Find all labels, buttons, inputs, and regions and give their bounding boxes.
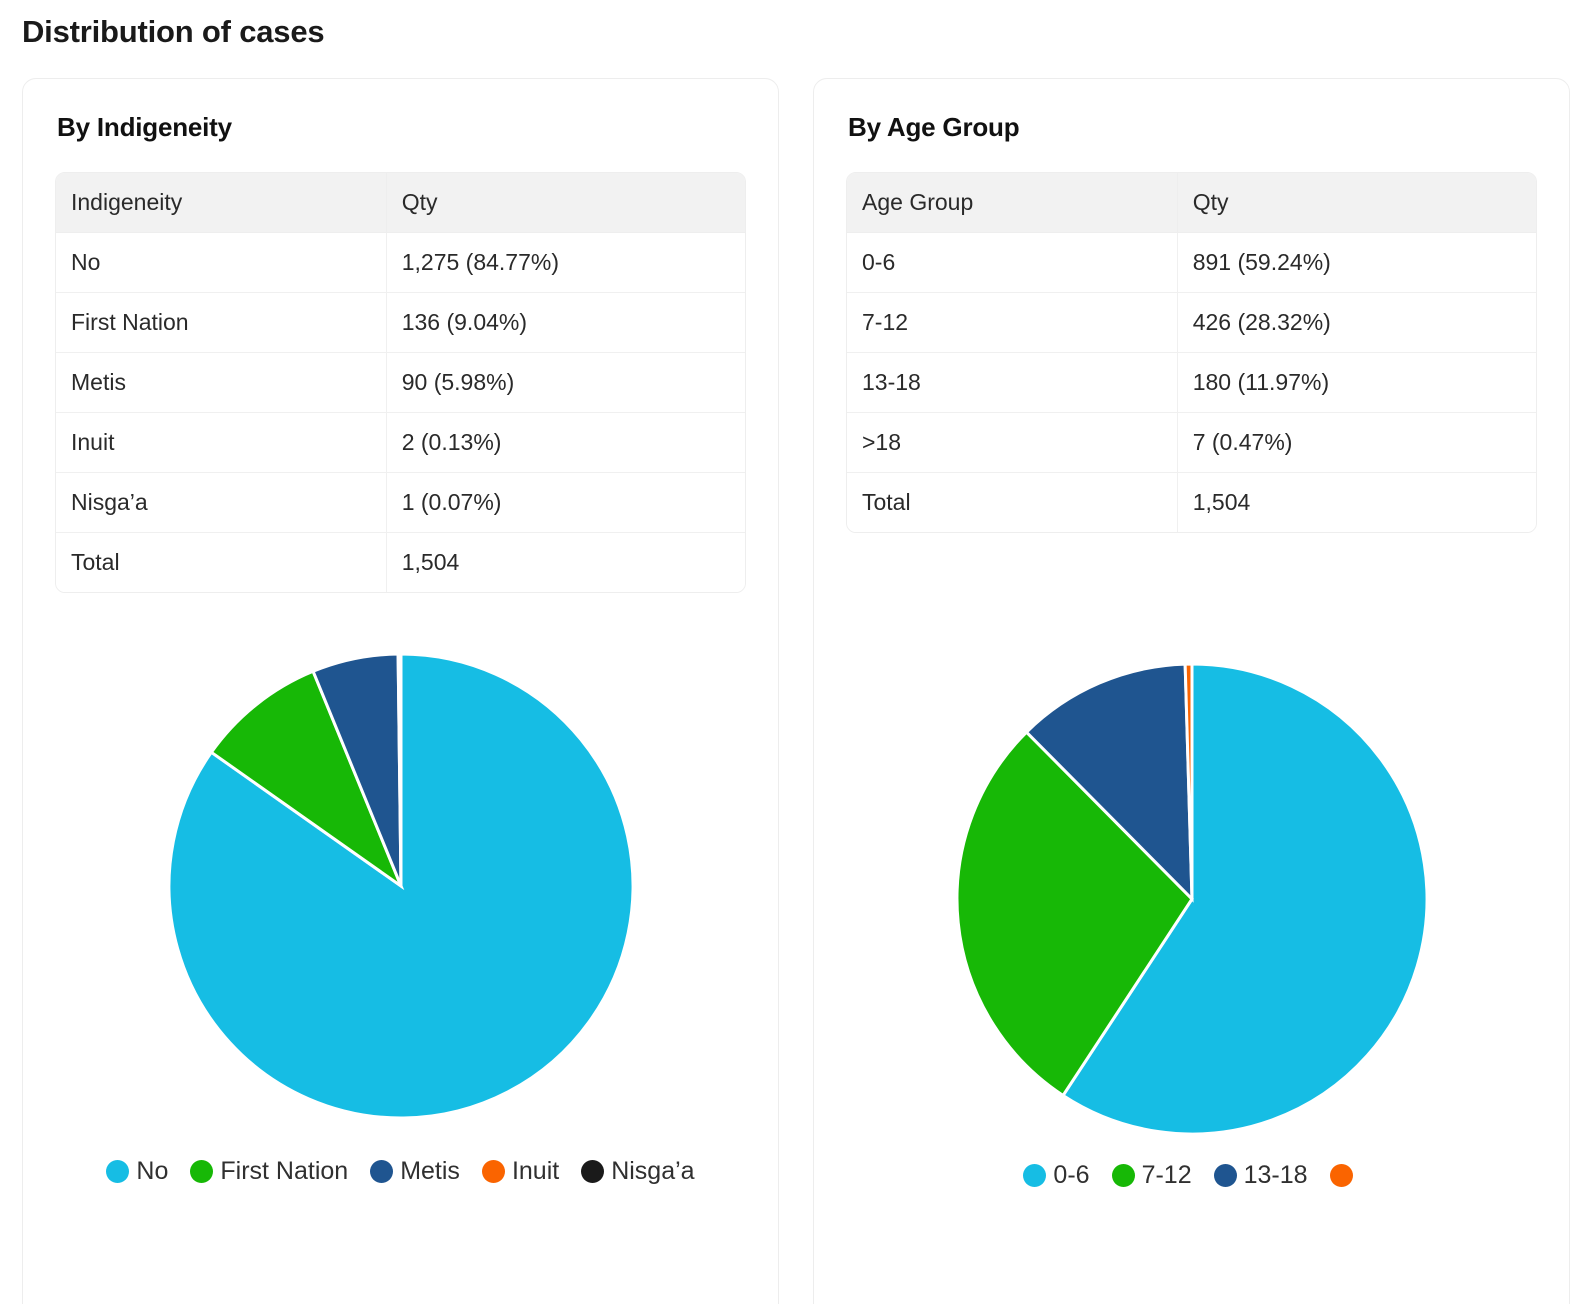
cell-qty: 1,275 (84.77%) bbox=[386, 233, 745, 293]
indigeneity-table-head: Indigeneity Qty bbox=[56, 173, 745, 233]
legend-item[interactable]: First Nation bbox=[190, 1157, 348, 1186]
column-header-qty: Qty bbox=[386, 173, 745, 233]
legend-swatch-icon bbox=[1213, 1164, 1237, 1187]
cell-category: Total bbox=[56, 533, 387, 592]
legend-label: Metis bbox=[400, 1157, 460, 1185]
table-row-total: Total 1,504 bbox=[56, 533, 745, 592]
indigeneity-table-body: No 1,275 (84.77%) First Nation 136 (9.04… bbox=[56, 233, 745, 592]
legend-item[interactable] bbox=[1329, 1164, 1360, 1187]
legend-swatch-icon bbox=[481, 1160, 505, 1183]
card-title-indigeneity: By Indigeneity bbox=[57, 112, 232, 142]
table-row-total: Total 1,504 bbox=[847, 473, 1536, 532]
cell-qty: 891 (59.24%) bbox=[1177, 233, 1536, 293]
legend-label: 7-12 bbox=[1141, 1161, 1192, 1189]
legend-item[interactable]: Inuit bbox=[481, 1157, 560, 1186]
cell-category: Nisga’a bbox=[56, 473, 387, 533]
card-by-indigeneity: By Indigeneity Indigeneity Qty No 1,275 … bbox=[22, 78, 779, 1304]
legend-label: Nisga’a bbox=[611, 1157, 695, 1185]
legend-swatch-icon bbox=[370, 1160, 394, 1183]
table-row: 13-18 180 (11.97%) bbox=[847, 353, 1536, 413]
indigeneity-chart-area: No First Nation Metis Inuit Nisga’a bbox=[55, 651, 746, 1186]
cell-category: Total bbox=[847, 473, 1178, 532]
cell-category: 0-6 bbox=[847, 233, 1178, 293]
table-row: First Nation 136 (9.04%) bbox=[56, 293, 745, 353]
legend-label: 13-18 bbox=[1243, 1161, 1308, 1189]
legend-label: 0-6 bbox=[1053, 1161, 1090, 1189]
cell-qty: 136 (9.04%) bbox=[386, 293, 745, 353]
table-row: Metis 90 (5.98%) bbox=[56, 353, 745, 413]
cell-qty: 2 (0.13%) bbox=[386, 413, 745, 473]
table-header-row: Indigeneity Qty bbox=[56, 173, 745, 233]
card-title-age-group: By Age Group bbox=[848, 112, 1020, 142]
cell-qty: 1,504 bbox=[386, 533, 745, 592]
cell-category: First Nation bbox=[56, 293, 387, 353]
legend-indigeneity: No First Nation Metis Inuit Nisga’a bbox=[55, 1157, 746, 1186]
legend-item[interactable]: 13-18 bbox=[1213, 1161, 1308, 1190]
pie-chart-age-group[interactable] bbox=[954, 661, 1430, 1137]
cell-category: 13-18 bbox=[847, 353, 1178, 413]
age-group-pie-wrap bbox=[846, 661, 1537, 1137]
legend-swatch-icon bbox=[190, 1160, 214, 1183]
legend-age-group: 0-6 7-12 13-18 bbox=[846, 1161, 1537, 1190]
age-group-table: Age Group Qty 0-6 891 (59.24%) 7-12 426 … bbox=[846, 172, 1537, 533]
legend-item[interactable]: Metis bbox=[370, 1157, 460, 1186]
indigeneity-pie-wrap bbox=[55, 651, 746, 1121]
table-row: Inuit 2 (0.13%) bbox=[56, 413, 745, 473]
pie-slice-nisga-a[interactable] bbox=[398, 652, 402, 887]
legend-item[interactable]: 7-12 bbox=[1111, 1161, 1192, 1190]
legend-swatch-icon bbox=[106, 1160, 130, 1183]
cell-category: Inuit bbox=[56, 413, 387, 473]
page-title: Distribution of cases bbox=[22, 14, 325, 49]
pie-slice--18[interactable] bbox=[1183, 662, 1193, 900]
cell-category: Metis bbox=[56, 353, 387, 413]
legend-label: No bbox=[136, 1157, 169, 1185]
legend-swatch-icon bbox=[1023, 1164, 1047, 1187]
column-header-indigeneity: Indigeneity bbox=[56, 173, 387, 233]
legend-label: First Nation bbox=[220, 1157, 349, 1185]
pie-chart-indigeneity[interactable] bbox=[166, 651, 636, 1121]
cell-category: No bbox=[56, 233, 387, 293]
table-row: 0-6 891 (59.24%) bbox=[847, 233, 1536, 293]
cards-container: By Indigeneity Indigeneity Qty No 1,275 … bbox=[22, 78, 1570, 1304]
age-group-chart-area: 0-6 7-12 13-18 bbox=[846, 661, 1537, 1190]
cell-qty: 90 (5.98%) bbox=[386, 353, 745, 413]
table-row: No 1,275 (84.77%) bbox=[56, 233, 745, 293]
age-group-table-head: Age Group Qty bbox=[847, 173, 1536, 233]
cell-qty: 1,504 bbox=[1177, 473, 1536, 532]
legend-label: Inuit bbox=[511, 1157, 560, 1185]
table-row: 7-12 426 (28.32%) bbox=[847, 293, 1536, 353]
table-row: Nisga’a 1 (0.07%) bbox=[56, 473, 745, 533]
table-row: >18 7 (0.47%) bbox=[847, 413, 1536, 473]
age-group-table-body: 0-6 891 (59.24%) 7-12 426 (28.32%) 13-18… bbox=[847, 233, 1536, 532]
card-by-age-group: By Age Group Age Group Qty 0-6 891 (59.2… bbox=[813, 78, 1570, 1304]
pie-slice-0-6[interactable] bbox=[1060, 662, 1428, 1136]
legend-swatch-icon bbox=[581, 1160, 605, 1183]
legend-swatch-icon bbox=[1111, 1164, 1135, 1187]
cell-qty: 7 (0.47%) bbox=[1177, 413, 1536, 473]
column-header-age-group: Age Group bbox=[847, 173, 1178, 233]
legend-item[interactable]: 0-6 bbox=[1023, 1161, 1090, 1190]
cell-category: 7-12 bbox=[847, 293, 1178, 353]
cell-category: >18 bbox=[847, 413, 1178, 473]
cell-qty: 426 (28.32%) bbox=[1177, 293, 1536, 353]
pie-slice-7-12[interactable] bbox=[955, 730, 1194, 1098]
indigeneity-table: Indigeneity Qty No 1,275 (84.77%) First … bbox=[55, 172, 746, 593]
column-header-qty: Qty bbox=[1177, 173, 1536, 233]
cell-qty: 1 (0.07%) bbox=[386, 473, 745, 533]
cell-qty: 180 (11.97%) bbox=[1177, 353, 1536, 413]
legend-item[interactable]: Nisga’a bbox=[581, 1157, 695, 1186]
legend-item[interactable]: No bbox=[106, 1157, 168, 1186]
pie-slice-13-18[interactable] bbox=[1023, 662, 1194, 903]
legend-swatch-icon bbox=[1329, 1164, 1353, 1187]
pie-slice-first-nation[interactable] bbox=[208, 669, 404, 891]
table-header-row: Age Group Qty bbox=[847, 173, 1536, 233]
